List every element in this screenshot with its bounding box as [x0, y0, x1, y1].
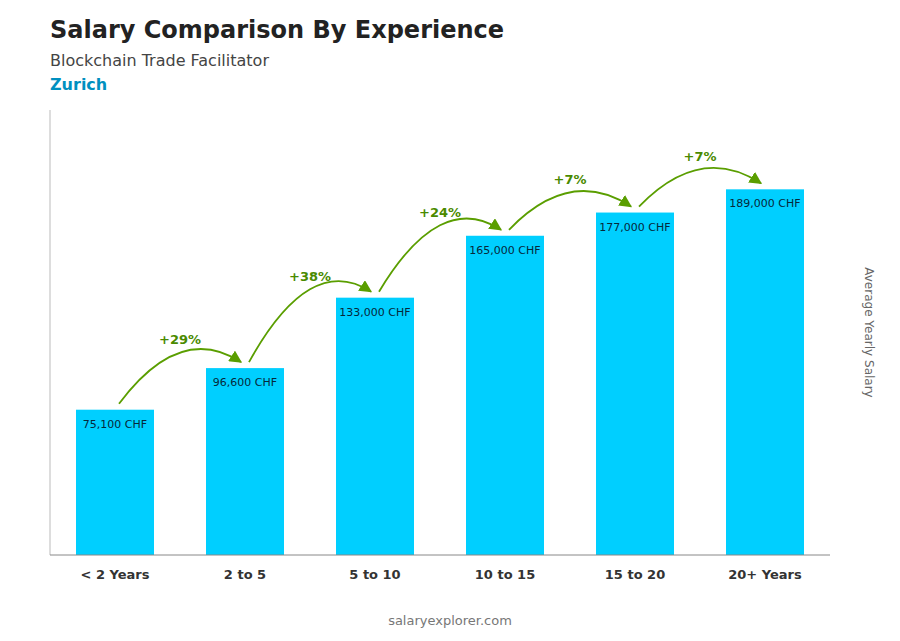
annotation: +29% — [159, 332, 201, 347]
data-label: 189,000 CHF — [729, 197, 800, 210]
watermark: salaryexplorer.com — [388, 613, 512, 628]
arrow — [379, 218, 501, 291]
data-label: 177,000 CHF — [599, 221, 670, 234]
x-tick-label: < 2 Years — [81, 567, 150, 582]
annotation: +24% — [419, 205, 461, 220]
arrow — [119, 349, 241, 404]
data-label: 133,000 CHF — [339, 306, 410, 319]
title: Salary Comparison By Experience — [50, 16, 504, 44]
arrow — [509, 191, 631, 230]
y-axis-label: Average Yearly Salary — [862, 267, 876, 397]
bar — [76, 410, 154, 555]
bar — [596, 213, 674, 555]
annotation: +7% — [554, 172, 587, 187]
x-axis-line — [50, 555, 830, 556]
bar — [466, 236, 544, 555]
city: Zurich — [50, 75, 107, 94]
x-tick-label: 10 to 15 — [475, 567, 535, 582]
annotation: +7% — [684, 149, 717, 164]
x-tick-label: 15 to 20 — [605, 567, 665, 582]
x-tick-label: 20+ Years — [728, 567, 802, 582]
x-tick-label: 5 to 10 — [349, 567, 400, 582]
x-tick-label: 2 to 5 — [224, 567, 266, 582]
data-label: 165,000 CHF — [469, 244, 540, 257]
annotation: +38% — [289, 269, 331, 284]
arrow — [249, 281, 371, 362]
arrow — [639, 168, 761, 207]
chart: Salary Comparison By Experience Blockchai… — [0, 0, 900, 641]
subtitle: Blockchain Trade Facilitator — [50, 51, 269, 70]
data-label: 96,600 CHF — [213, 376, 277, 389]
data-label: 75,100 CHF — [83, 418, 147, 431]
bar — [336, 298, 414, 555]
bar — [726, 189, 804, 555]
y-axis-line — [50, 110, 51, 555]
bar — [206, 368, 284, 555]
